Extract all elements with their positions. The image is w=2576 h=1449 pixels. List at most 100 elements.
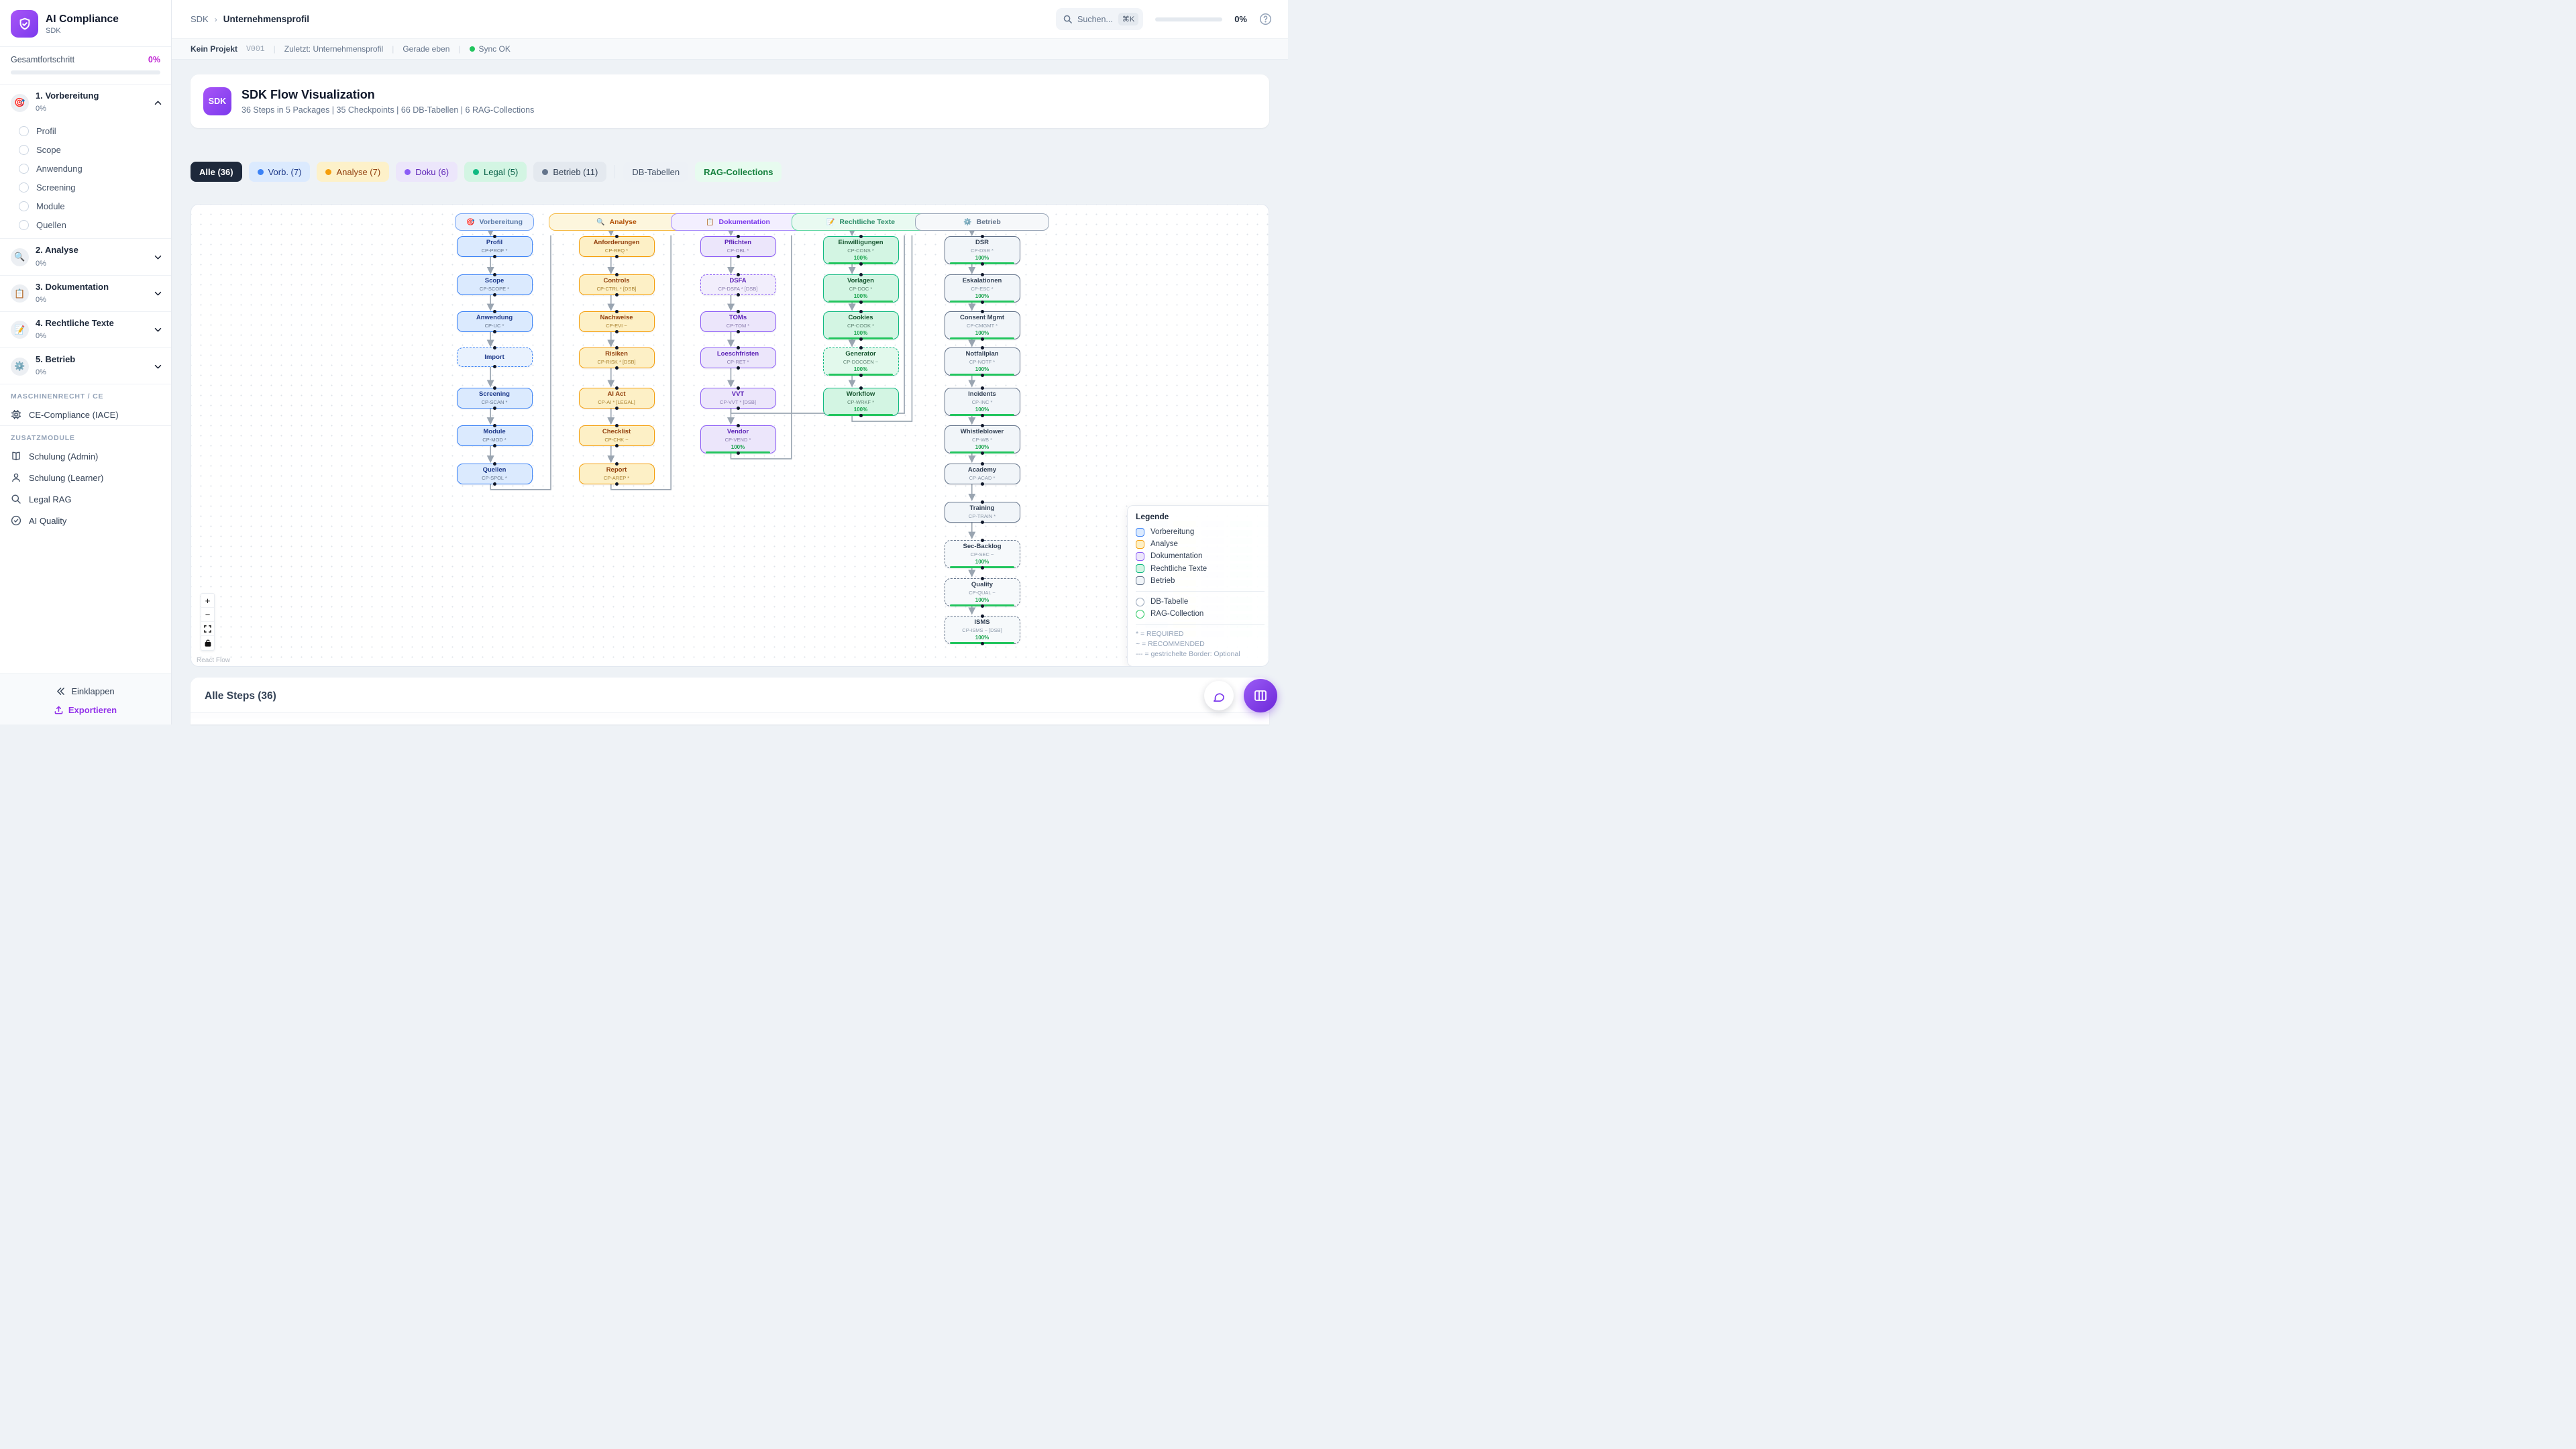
overall-progress-value: 0%	[148, 55, 160, 64]
flow-node-workflow[interactable]: Workflow CP-WRKF * 100%	[822, 386, 899, 417]
flow-node-risiken[interactable]: Risiken CP-RISK * [DSB]	[578, 346, 655, 370]
zoom-in-button[interactable]: +	[201, 594, 214, 608]
category-dot-icon	[542, 168, 549, 175]
sidebar-module-ce-compliance-iace[interactable]: CE-Compliance (IACE)	[0, 404, 171, 425]
chevrons-left-icon	[57, 688, 65, 695]
flow-node-vorlagen[interactable]: Vorlagen CP-DOC * 100%	[822, 273, 899, 304]
flow-node-pflichten[interactable]: Pflichten CP-OBL *	[700, 235, 776, 258]
flow-node-sec-backlog[interactable]: Sec-Backlog CP-SEC ~100%	[944, 539, 1020, 570]
flow-node-screening[interactable]: Screening CP-SCAN *	[456, 386, 533, 410]
flow-node-dsr[interactable]: DSR CP-DSR * 100%	[944, 235, 1020, 266]
flow-canvas[interactable]: 🎯 Vorbereitung Profil CP-PROF * Scope CP-SCOP…	[191, 204, 1269, 667]
breadcrumb-sdk[interactable]: SDK	[191, 14, 209, 25]
group-node-amber[interactable]: 🔍 Analyse	[549, 213, 684, 231]
sidebar-module-legal-rag[interactable]: Legal RAG	[0, 488, 171, 510]
flow-node-incidents[interactable]: Incidents CP-INC * 100%	[944, 386, 1020, 417]
help-icon[interactable]	[1259, 13, 1272, 25]
flow-node-quellen[interactable]: Quellen CP-SPOL *	[456, 462, 533, 486]
fit-view-button[interactable]	[201, 622, 214, 636]
flow-node-cookies[interactable]: Cookies CP-COOK * 100%	[822, 310, 899, 341]
lock-button[interactable]	[201, 636, 214, 650]
flow-node-scope[interactable]: Scope CP-SCOPE *	[456, 273, 533, 297]
flow-node-academy[interactable]: Academy CP-ACAD *	[944, 462, 1020, 486]
last-edited: Zuletzt: Unternehmensprofil	[284, 44, 384, 54]
flow-node-report[interactable]: Report CP-AREP *	[578, 462, 655, 486]
sidebar-item-quellen[interactable]: Quellen	[0, 215, 171, 234]
group-node-slate[interactable]: ⚙️ Betrieb	[915, 213, 1049, 231]
group-node-green[interactable]: 📝 Rechtliche Texte	[792, 213, 930, 231]
panel-toggle-button[interactable]	[1244, 679, 1277, 712]
filter-chip-betrieb[interactable]: Betrieb (11)	[533, 162, 607, 182]
status-bar: Kein Projekt V001 | Zuletzt: Unternehmen…	[172, 38, 1288, 60]
sidebar-section-2[interactable]: 🔍 2. Analyse 0%	[0, 239, 171, 274]
flow-node-quality[interactable]: Quality CP-QUAL ~100%	[944, 577, 1020, 608]
all-steps-heading: Alle Steps (36)	[205, 690, 276, 702]
sidebar-module-schulung-learner[interactable]: Schulung (Learner)	[0, 467, 171, 488]
module-label: Legal RAG	[29, 494, 72, 504]
flow-node-loeschfristen[interactable]: Loeschfristen CP-RET *	[700, 346, 776, 370]
sidebar-item-label: Anwendung	[36, 163, 83, 174]
chevron-down-icon	[154, 328, 162, 333]
sidebar-item-label: Scope	[36, 144, 61, 155]
filter-chip-rag[interactable]: RAG-Collections	[695, 162, 782, 182]
sidebar-section-3[interactable]: 📋 3. Dokumentation 0%	[0, 276, 171, 311]
flow-node-isms[interactable]: ISMS CP-ISMS ~ [DSB] 100%	[944, 614, 1020, 645]
time-ago: Gerade eben	[402, 44, 450, 54]
sidebar-section-1[interactable]: 🎯 1. Vorbereitung 0%	[0, 85, 171, 120]
sidebar-section-5[interactable]: ⚙️ 5. Betrieb 0%	[0, 348, 171, 384]
lock-icon	[205, 639, 211, 647]
flow-node-anwendung[interactable]: Anwendung CP-UC *	[456, 310, 533, 333]
package-emoji-icon: 🎯	[466, 218, 475, 226]
flow-node-notfallplan[interactable]: Notfallplan CP-NOTF * 100%	[944, 346, 1020, 377]
flow-node-training[interactable]: Training CP-TRAIN *	[944, 500, 1020, 524]
flow-node-vendor[interactable]: Vendor CP-VEND * 100%	[700, 424, 776, 455]
flow-node-dsfa[interactable]: DSFA CP-DSFA * [DSB]	[700, 273, 776, 297]
flow-node-module[interactable]: Module CP-MOD *	[456, 424, 533, 447]
divider: |	[458, 44, 461, 54]
sidebar-item-anwendung[interactable]: Anwendung	[0, 159, 171, 178]
group-node-purple[interactable]: 📋 Dokumentation	[671, 213, 805, 231]
section-emoji-icon: 🔍	[11, 248, 29, 266]
divider	[1136, 590, 1265, 592]
flow-node-whistleblower[interactable]: Whistleblower CP-WB * 100%	[944, 424, 1020, 455]
flow-node-import[interactable]: Import	[456, 346, 533, 368]
flow-node-controls[interactable]: Controls CP-CTRL * [DSB]	[578, 273, 655, 297]
filter-chip-legal[interactable]: Legal (5)	[464, 162, 527, 182]
export-button[interactable]: Exportieren	[0, 700, 171, 715]
filter-chips: Alle (36) Vorb. (7) Analyse (7) Doku (6) Leg…	[191, 162, 1269, 182]
flow-node-ai-act[interactable]: AI Act CP-AI * [LEGAL]	[578, 386, 655, 410]
chat-button[interactable]	[1204, 681, 1234, 710]
sidebar-item-screening[interactable]: Screening	[0, 178, 171, 197]
flow-node-anforderungen[interactable]: Anforderungen CP-REQ *	[578, 235, 655, 258]
sidebar-item-scope[interactable]: Scope	[0, 140, 171, 159]
sidebar-item-module[interactable]: Module	[0, 197, 171, 215]
version-tag: V001	[246, 44, 265, 54]
filter-chip-all[interactable]: Alle (36)	[191, 162, 242, 182]
flow-node-nachweise[interactable]: Nachweise CP-EVI ~	[578, 310, 655, 333]
sidebar-item-label: Module	[36, 201, 65, 211]
columns-icon	[1254, 690, 1267, 701]
chat-bubble-icon	[1213, 692, 1224, 702]
upload-icon	[54, 706, 63, 714]
flow-node-generator[interactable]: Generator CP-DOCGEN ~100%	[822, 346, 899, 377]
filter-chip-doku[interactable]: Doku (6)	[396, 162, 458, 182]
flow-node-checklist[interactable]: Checklist CP-CHK ~	[578, 424, 655, 447]
sidebar-item-profil[interactable]: Profil	[0, 121, 171, 140]
flow-node-profil[interactable]: Profil CP-PROF *	[456, 235, 533, 258]
sidebar-section-4[interactable]: 📝 4. Rechtliche Texte 0%	[0, 312, 171, 347]
sidebar-module-schulung-admin[interactable]: Schulung (Admin)	[0, 445, 171, 467]
sidebar-module-ai-quality[interactable]: AI Quality	[0, 510, 171, 531]
filter-chip-analyse[interactable]: Analyse (7)	[317, 162, 390, 182]
collapse-sidebar-button[interactable]: Einklappen	[0, 682, 171, 700]
filter-chip-vorb[interactable]: Vorb. (7)	[248, 162, 311, 182]
search-input[interactable]: Suchen... ⌘K	[1056, 8, 1144, 31]
filter-chip-db[interactable]: DB-Tabellen	[623, 162, 689, 182]
flow-node-einwilligungen[interactable]: Einwilligungen CP-CONS * 100%	[822, 235, 899, 266]
flow-node-eskalationen[interactable]: Eskalationen CP-ESC * 100%	[944, 273, 1020, 304]
group-node-blue[interactable]: 🎯 Vorbereitung	[455, 213, 534, 231]
zoom-out-button[interactable]: −	[201, 608, 214, 622]
flow-node-consent-mgmt[interactable]: Consent Mgmt CP-CMGMT * 100%	[944, 310, 1020, 341]
flow-node-vvt[interactable]: VVT CP-VVT * [DSB]	[700, 386, 776, 410]
status-ring-icon	[19, 125, 29, 136]
flow-node-toms[interactable]: TOMs CP-TOM *	[700, 310, 776, 333]
